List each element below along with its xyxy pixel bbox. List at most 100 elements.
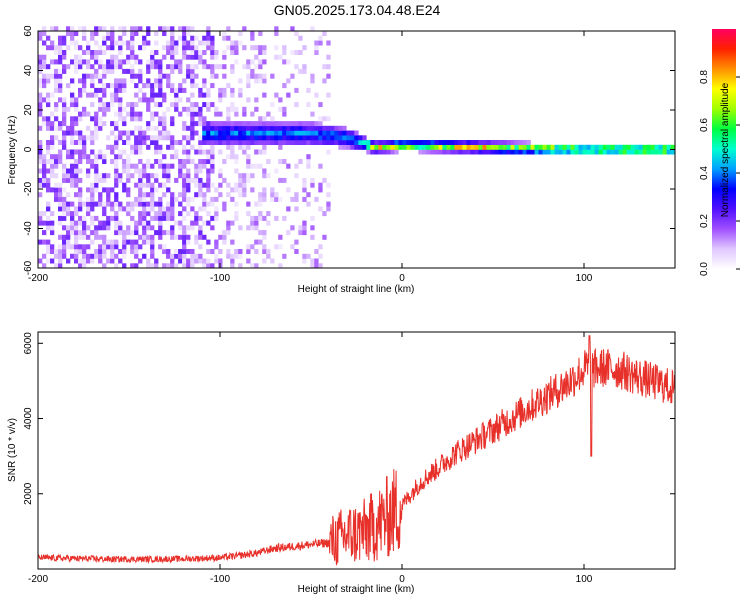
heatmap-cell (174, 220, 179, 226)
heatmap-cell (82, 249, 87, 254)
heatmap-cell (142, 225, 147, 231)
heatmap-cell (206, 140, 211, 145)
heatmap-cell (54, 87, 59, 93)
heatmap-cell (94, 234, 99, 240)
heatmap-cell (74, 140, 79, 145)
heatmap-cell (50, 249, 55, 254)
heatmap-cell (46, 244, 51, 250)
heatmap-cell (170, 102, 175, 108)
heatmap-cell (238, 31, 243, 36)
heatmap-cell (94, 50, 99, 55)
heatmap-cell (182, 173, 187, 179)
heatmap-cell (238, 253, 243, 259)
heatmap-cell (166, 83, 171, 89)
heatmap-cell (250, 263, 255, 269)
heatmap-cell (194, 258, 199, 264)
heatmap-cell (510, 140, 515, 145)
heatmap-cell (90, 230, 95, 236)
heatmap-cell (114, 182, 119, 188)
heatmap-cell (190, 83, 195, 89)
heatmap-x-ticks: -200 -100 0 100 (28, 31, 593, 284)
heatmap-cell (122, 140, 127, 145)
heatmap-cell (94, 92, 99, 98)
heatmap-cell (46, 35, 51, 41)
heatmap-cell (54, 196, 59, 202)
heatmap-cell (254, 225, 259, 231)
heatmap-cell (134, 135, 139, 141)
heatmap-cell (182, 135, 187, 141)
heatmap-cell (170, 64, 175, 70)
heatmap-cell (74, 54, 79, 60)
heatmap-cell (54, 68, 59, 74)
heatmap-cell (270, 125, 275, 131)
heatmap-cell (114, 263, 119, 269)
heatmap-cell (118, 225, 123, 231)
heatmap-cell (258, 163, 263, 169)
heatmap-cell (162, 206, 167, 212)
heatmap-cell (182, 45, 187, 51)
heatmap-cell (234, 140, 239, 145)
heatmap-x-tick-label: -200 (28, 273, 48, 284)
heatmap-cell (226, 111, 231, 117)
heatmap-cell (302, 68, 307, 74)
heatmap-cell (322, 234, 327, 240)
colorbar-tick-label: 0.2 (699, 214, 710, 228)
heatmap-cell (238, 177, 243, 183)
heatmap-cell (142, 135, 147, 141)
heatmap-cell (242, 173, 247, 179)
heatmap-cell (122, 244, 127, 250)
heatmap-cell (386, 149, 391, 155)
heatmap-cell (90, 35, 95, 41)
heatmap-cell (126, 111, 131, 117)
heatmap-cell (522, 140, 527, 145)
heatmap-cell (218, 140, 223, 145)
heatmap-cell (146, 31, 151, 36)
heatmap-cell (206, 173, 211, 179)
heatmap-cell (178, 35, 183, 41)
heatmap-cell (294, 50, 299, 55)
heatmap-cell (582, 149, 587, 155)
heatmap-cell (94, 73, 99, 79)
heatmap-cell (46, 73, 51, 79)
heatmap-cell (94, 215, 99, 221)
heatmap-cell (154, 111, 159, 117)
heatmap-cell (150, 125, 155, 131)
heatmap-cell (86, 196, 91, 202)
heatmap-cell (302, 177, 307, 183)
heatmap-cell (130, 215, 135, 221)
heatmap-cell (210, 121, 215, 127)
heatmap-cell (126, 130, 131, 136)
heatmap-cell (166, 201, 171, 207)
heatmap-cell (602, 144, 607, 150)
heatmap-cell (366, 144, 371, 150)
heatmap-cell (90, 92, 95, 98)
heatmap-cell (218, 149, 223, 155)
heatmap-cell (78, 230, 83, 236)
heatmap-cell (206, 177, 211, 183)
heatmap-cell (274, 130, 279, 136)
heatmap-cell (130, 201, 135, 207)
heatmap-cell (274, 45, 279, 51)
heatmap-cell (138, 116, 143, 122)
heatmap-cell (134, 163, 139, 169)
heatmap-cell (150, 263, 155, 269)
heatmap-cell (262, 149, 267, 155)
heatmap-cell (382, 140, 387, 145)
heatmap-cell (110, 149, 115, 155)
heatmap-y-axis-label: Frequency (Hz) (7, 116, 18, 185)
heatmap-cell (186, 68, 191, 74)
heatmap-cell (310, 215, 315, 221)
heatmap-cell (206, 239, 211, 245)
heatmap-cell (158, 59, 163, 65)
heatmap-cell (182, 177, 187, 183)
heatmap-cell (206, 102, 211, 108)
heatmap-cell (590, 149, 595, 155)
heatmap-cell (114, 196, 119, 202)
heatmap-cell (194, 182, 199, 188)
heatmap-cell (102, 225, 107, 231)
heatmap-cell (142, 234, 147, 240)
heatmap-cell (150, 215, 155, 221)
heatmap-cell (166, 45, 171, 51)
heatmap-cell (166, 249, 171, 254)
heatmap-cell (78, 149, 83, 155)
